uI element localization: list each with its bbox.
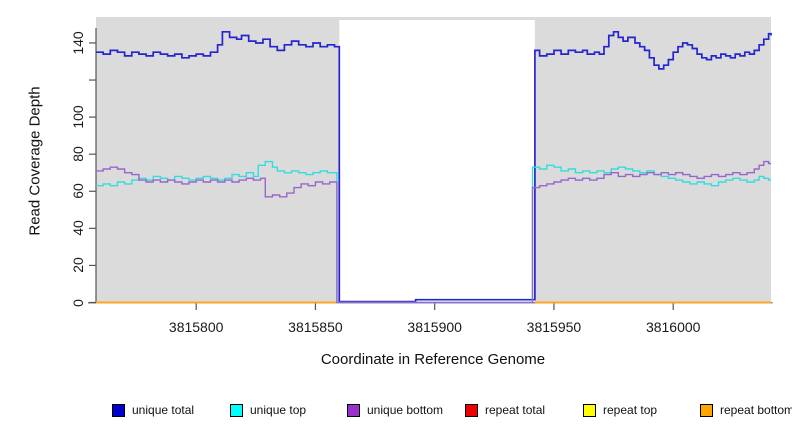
- legend-item-unique-bottom: unique bottom: [347, 403, 443, 417]
- legend-swatch-icon: [700, 403, 713, 417]
- x-tick-label: 3815900: [407, 319, 462, 335]
- legend-label: unique total: [132, 403, 195, 417]
- legend-swatch-icon: [465, 403, 478, 417]
- y-tick-label: 140: [70, 31, 86, 55]
- y-tick-label: 40: [70, 220, 86, 237]
- x-tick-label: 3815950: [526, 319, 582, 335]
- x-tick-label: 3815800: [168, 319, 224, 335]
- legend-swatch-icon: [347, 403, 360, 417]
- y-tick-label: 100: [70, 105, 86, 129]
- series-unique-total: [96, 30, 772, 303]
- legend-item-repeat-bottom: repeat bottom: [700, 403, 792, 417]
- legend-swatch-icon: [112, 403, 125, 417]
- x-axis-title: Coordinate in Reference Genome: [320, 351, 546, 368]
- y-tick-label: 80: [70, 146, 86, 162]
- series-unique-bottom: [96, 160, 771, 304]
- legend-item-repeat-top: repeat top: [583, 403, 657, 417]
- x-tick-label: 3816000: [645, 319, 701, 335]
- legend-item-repeat-total: repeat total: [465, 403, 545, 417]
- gap-region: [339, 20, 535, 302]
- legend-swatch-icon: [583, 403, 596, 417]
- x-tick-label: 3815850: [288, 319, 343, 335]
- y-tick-label: 0: [70, 298, 86, 307]
- legend-label: unique top: [250, 403, 307, 417]
- legend-swatch-icon: [230, 403, 243, 417]
- legend-item-unique-total: unique total: [112, 403, 194, 417]
- legend-label: repeat top: [603, 403, 658, 417]
- y-tick-label: 20: [70, 257, 86, 274]
- y-axis-title: Read Coverage Depth: [26, 86, 44, 236]
- legend-label: unique bottom: [367, 403, 444, 417]
- legend-item-unique-top: unique top: [230, 403, 306, 417]
- y-tick-label: 60: [70, 183, 86, 200]
- legend-label: repeat total: [485, 403, 546, 417]
- legend-label: repeat bottom: [720, 403, 792, 417]
